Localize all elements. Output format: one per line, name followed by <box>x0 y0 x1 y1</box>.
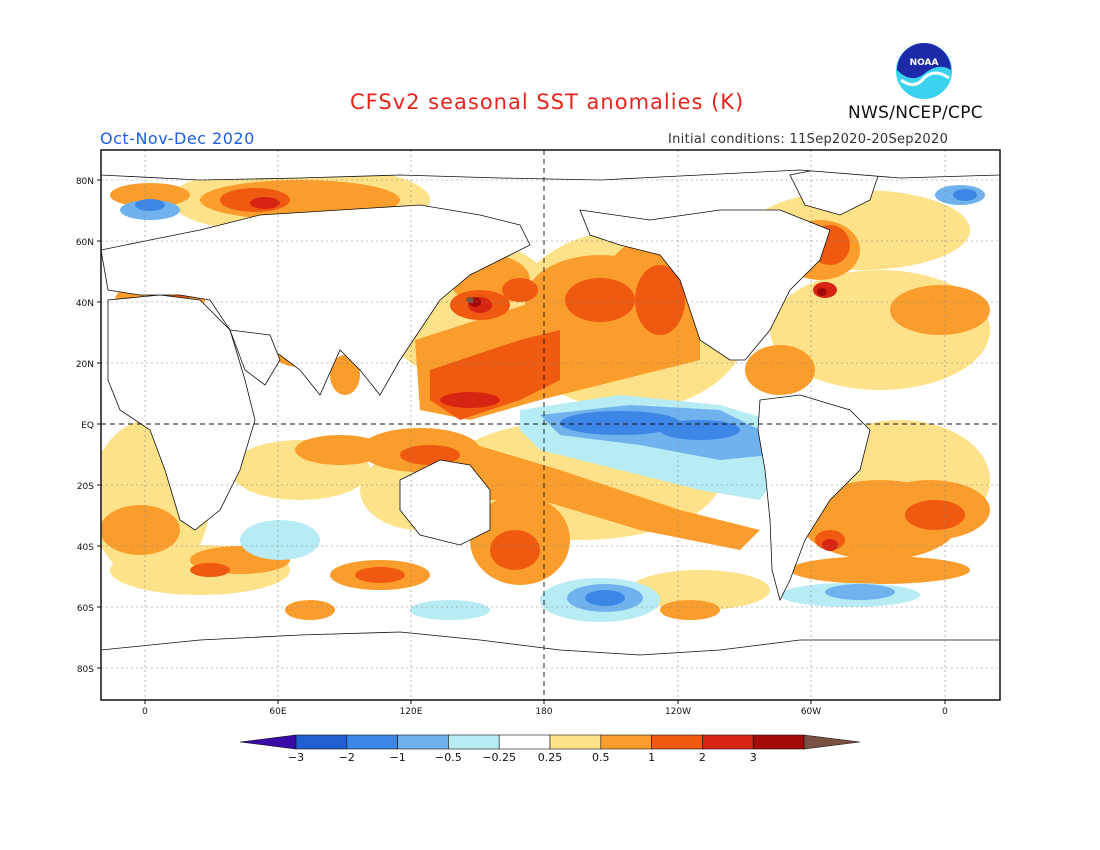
colorbar-label: −0.5 <box>435 751 462 764</box>
colorbar-segment <box>702 734 754 750</box>
colorbar-segment <box>448 734 500 750</box>
lat-label: 20S <box>77 482 94 492</box>
colorbar-extend-high <box>803 734 861 750</box>
lon-label: 120W <box>665 707 691 717</box>
season-label: Oct-Nov-Dec 2020 <box>100 129 255 148</box>
noaa-logo: NOAA <box>894 41 954 101</box>
colorbar-label: −1 <box>389 751 405 764</box>
colorbar-segment <box>295 734 348 750</box>
agency-label: NWS/NCEP/CPC <box>848 103 983 123</box>
colorbar-label: 1 <box>648 751 655 764</box>
lon-label: 60E <box>269 707 286 717</box>
lat-label: 80N <box>76 177 94 187</box>
colorbar-segment <box>397 734 449 750</box>
land-masses <box>101 150 1000 700</box>
lat-label: 60S <box>77 604 94 614</box>
colorbar-label: 0.5 <box>592 751 610 764</box>
colorbar-label: 0.25 <box>538 751 563 764</box>
colorbar-label: 2 <box>699 751 706 764</box>
colorbar-segment <box>498 734 551 750</box>
lat-label: 80S <box>77 665 94 675</box>
colorbar-extend-low <box>239 734 297 750</box>
colorbar-segment <box>752 734 805 750</box>
colorbar <box>239 734 861 750</box>
lon-label: 120E <box>400 707 423 717</box>
colorbar-segment <box>549 734 602 750</box>
lon-label: 60W <box>801 707 821 717</box>
colorbar-label: 3 <box>750 751 757 764</box>
lat-label: 40S <box>77 543 94 553</box>
colorbar-label: −0.25 <box>482 751 516 764</box>
colorbar-segment <box>600 734 652 750</box>
lat-label: 20N <box>76 360 94 370</box>
lon-label: 180 <box>535 707 552 717</box>
lon-label: 0 <box>142 707 148 717</box>
logo-text: NOAA <box>910 58 939 68</box>
initial-conditions-label: Initial conditions: 11Sep2020-20Sep2020 <box>668 132 949 147</box>
lat-label: 60N <box>76 238 94 248</box>
colorbar-label: −2 <box>339 751 355 764</box>
lon-label: 0 <box>942 707 948 717</box>
colorbar-segment <box>651 734 703 750</box>
equator-dateline <box>101 150 1000 700</box>
colorbar-segment <box>346 734 398 750</box>
map-title: CFSv2 seasonal SST anomalies (K) <box>350 90 745 114</box>
anomaly-field <box>101 150 1000 700</box>
lat-label: 40N <box>76 299 94 309</box>
grid-lines <box>101 150 1000 700</box>
colorbar-label: −3 <box>288 751 304 764</box>
lat-label: EQ <box>81 421 94 431</box>
map-frame <box>100 149 1001 701</box>
